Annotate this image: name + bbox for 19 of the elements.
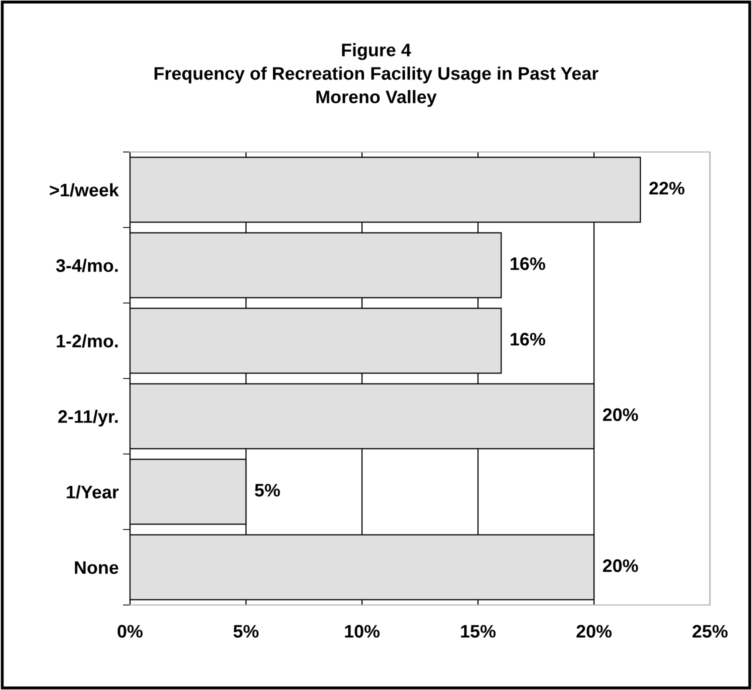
y-tick-label: 1-2/mo. <box>56 334 118 348</box>
x-tick-label: 10% <box>345 624 380 638</box>
data-label: 5% <box>254 484 280 497</box>
y-tick-label: >1/week <box>50 183 119 197</box>
chart-title: Figure 4 Frequency of Recreation Facility Usage in Past Year Moreno Valley <box>154 43 598 107</box>
x-tick-label: 15% <box>461 624 496 638</box>
data-label: 16% <box>510 332 546 346</box>
data-label: 20% <box>602 559 638 572</box>
x-tick-label: 20% <box>576 624 612 638</box>
x-tick-label: 25% <box>692 624 728 638</box>
x-tick-label: 5% <box>234 624 259 638</box>
data-label: 22% <box>649 182 684 195</box>
data-label: 20% <box>602 408 638 422</box>
y-tick-label: None <box>74 561 118 574</box>
y-tick-label: 3-4/mo. <box>56 258 118 272</box>
y-tick-label: 1/Year <box>66 485 119 499</box>
data-label: 16% <box>510 257 546 270</box>
y-tick-label: 2-11/yr. <box>58 410 118 427</box>
x-tick-label: 0% <box>118 624 143 638</box>
